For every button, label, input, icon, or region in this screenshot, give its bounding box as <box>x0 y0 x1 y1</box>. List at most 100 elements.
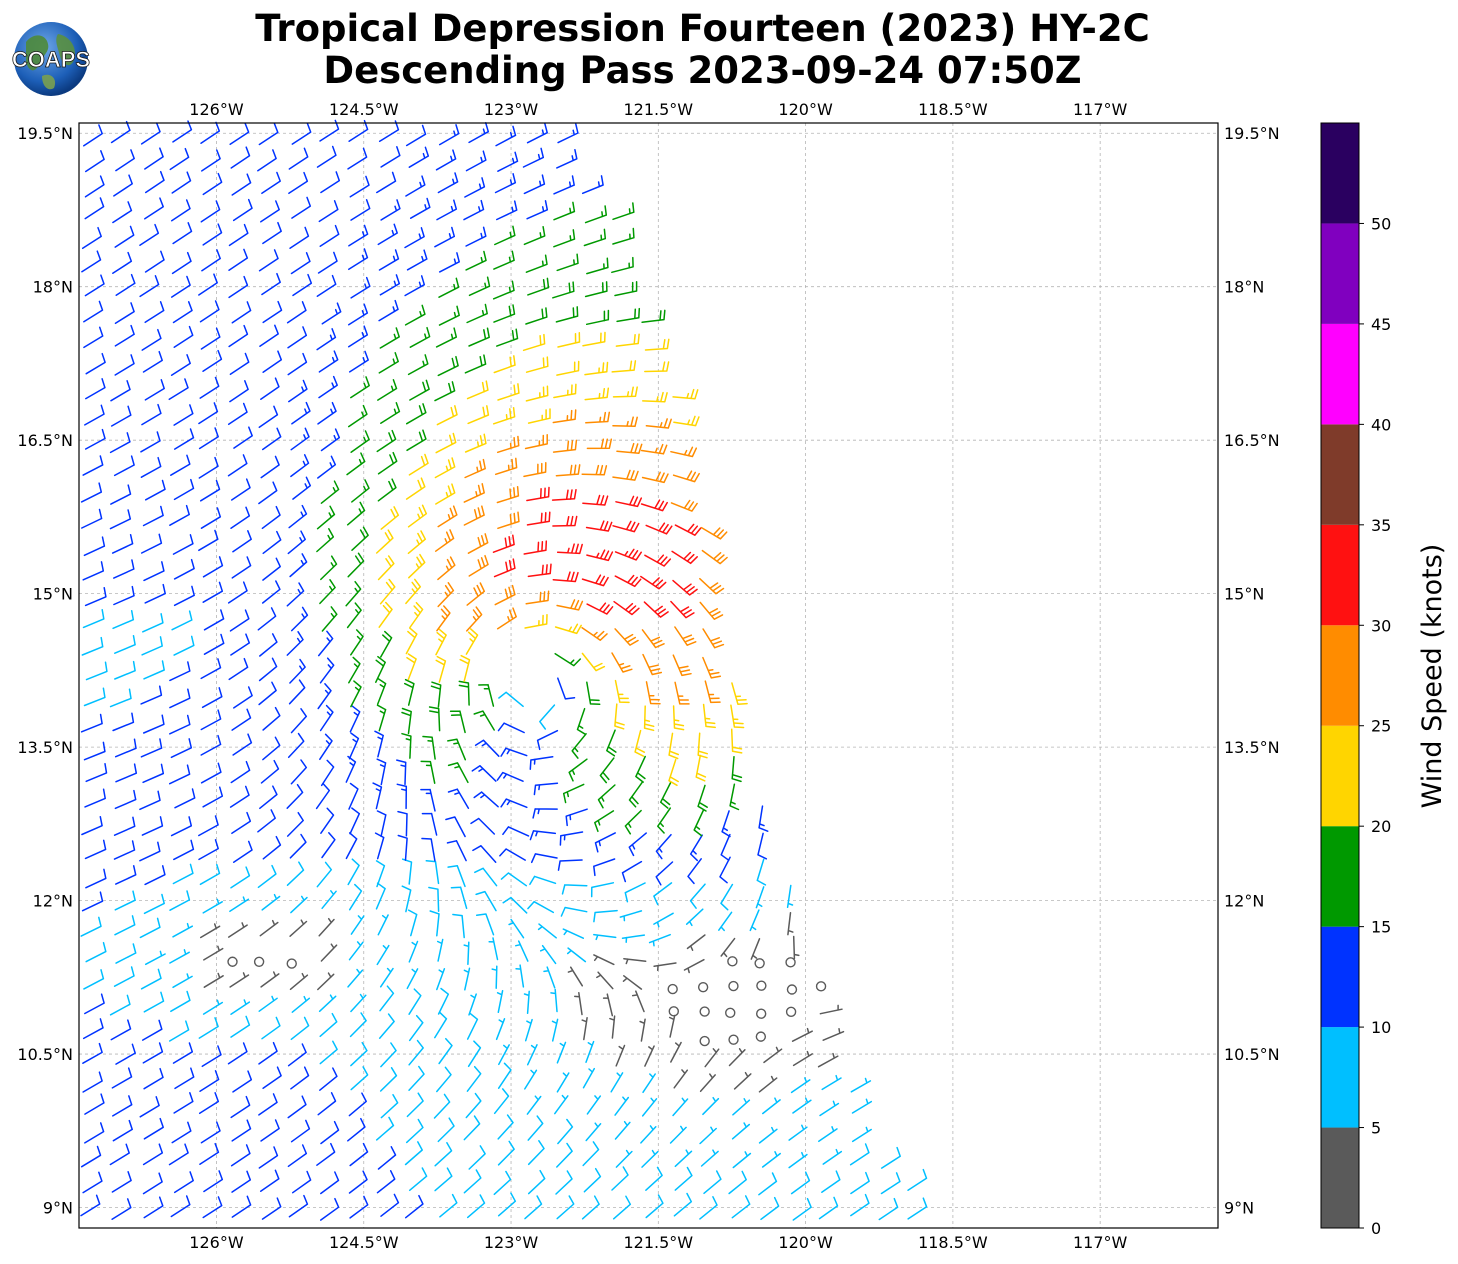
wind-barb <box>470 817 496 835</box>
wind-barb <box>318 994 337 1013</box>
wind-barb <box>114 660 136 680</box>
wind-barb <box>350 1041 368 1067</box>
wind-barb <box>653 962 677 972</box>
wind-barb <box>473 710 495 731</box>
wind-barb <box>527 563 552 578</box>
colorbar-tick-label: 15 <box>1371 918 1391 937</box>
wind-barb <box>317 630 334 657</box>
wind-barb <box>202 581 224 603</box>
wind-barb <box>756 858 767 886</box>
wind-barb <box>704 680 721 704</box>
wind-barb <box>81 250 102 273</box>
wind-barb <box>612 469 639 481</box>
wind-barb <box>614 548 642 561</box>
wind-barb <box>259 785 278 810</box>
wind-barb <box>258 481 278 505</box>
wind-barb <box>84 788 106 808</box>
wind-barb <box>822 1027 845 1041</box>
wind-barb <box>590 882 615 898</box>
wind-barb <box>494 225 516 246</box>
wind-barb <box>422 735 436 760</box>
wind-barb <box>380 1193 400 1217</box>
wind-barb <box>631 990 645 1013</box>
wind-barb <box>408 988 422 1015</box>
wind-barb <box>447 762 469 784</box>
wind-barb <box>374 730 384 758</box>
wind-barb <box>290 708 308 734</box>
wind-barb <box>420 760 436 784</box>
wind-barb <box>227 454 248 477</box>
wind-barb <box>466 1065 482 1092</box>
wind-barb <box>790 1171 811 1195</box>
wind-barb <box>114 354 135 376</box>
wind-barb <box>644 338 670 351</box>
wind-barb <box>478 683 495 707</box>
wind-barb <box>380 506 400 530</box>
wind-barb <box>434 381 456 402</box>
wind-barb <box>788 1151 808 1169</box>
wind-barb <box>173 558 195 580</box>
wind-barb <box>612 386 638 398</box>
wind-barb <box>668 758 679 787</box>
wind-barb <box>230 1095 251 1119</box>
wind-barb <box>82 561 105 581</box>
lon-label-bottom: 123°W <box>484 1233 539 1252</box>
wind-barb <box>644 361 670 373</box>
wind-barb <box>468 1145 486 1170</box>
wind-barb <box>523 462 547 478</box>
wind-barb <box>642 1073 656 1094</box>
wind-barb <box>198 1092 220 1115</box>
wind-barb <box>85 661 108 681</box>
wind-barb <box>260 200 280 223</box>
wind-barb <box>173 1092 194 1114</box>
wind-barb <box>320 1120 340 1145</box>
lon-label-top: 117°W <box>1073 100 1128 119</box>
wind-barb <box>378 1013 395 1039</box>
wind-barb <box>144 170 165 194</box>
wind-barb <box>396 759 407 786</box>
wind-barb <box>466 1194 486 1219</box>
colorbar-bin <box>1321 725 1359 827</box>
wind-barb <box>525 385 549 402</box>
wind-barb <box>376 704 387 732</box>
wind-barb <box>202 786 224 808</box>
wind-barb <box>616 307 641 323</box>
wind-barb <box>556 1142 573 1168</box>
wind-barb <box>609 1015 616 1039</box>
wind-barb <box>260 971 280 988</box>
wind-barb <box>466 606 483 632</box>
wind-barb <box>524 433 548 450</box>
wind-barb <box>409 197 431 219</box>
wind-barb <box>83 741 106 761</box>
wind-barb <box>498 691 524 708</box>
wind-barb <box>493 355 516 374</box>
wind-barb <box>619 910 643 922</box>
wind-barb <box>464 354 487 374</box>
lat-label-right: 16.5°N <box>1224 431 1280 450</box>
wind-barb <box>144 301 165 324</box>
wind-barb <box>720 833 731 861</box>
wind-barb <box>262 835 282 860</box>
wind-barb <box>728 1048 746 1067</box>
wind-barb <box>171 171 192 194</box>
wind-barb <box>200 507 222 529</box>
wind-barb <box>258 405 279 429</box>
wind-barb <box>465 1092 482 1119</box>
wind-barb <box>621 860 643 883</box>
wind-barb <box>409 326 431 348</box>
lat-label-right: 18°N <box>1224 278 1264 297</box>
wind-barb <box>139 223 160 246</box>
wind-barb <box>436 1066 452 1093</box>
wind-barb <box>623 957 647 965</box>
wind-barb <box>378 352 399 374</box>
wind-barb <box>230 760 251 784</box>
wind-barb <box>81 636 104 656</box>
wind-barb <box>409 601 424 629</box>
wind-barb <box>525 356 549 373</box>
wind-barb <box>792 1197 812 1221</box>
wind-barb <box>169 688 191 709</box>
wind-barb <box>851 1098 873 1114</box>
wind-barb <box>641 309 666 324</box>
wind-barb <box>375 1116 395 1141</box>
wind-barb <box>405 1118 424 1144</box>
